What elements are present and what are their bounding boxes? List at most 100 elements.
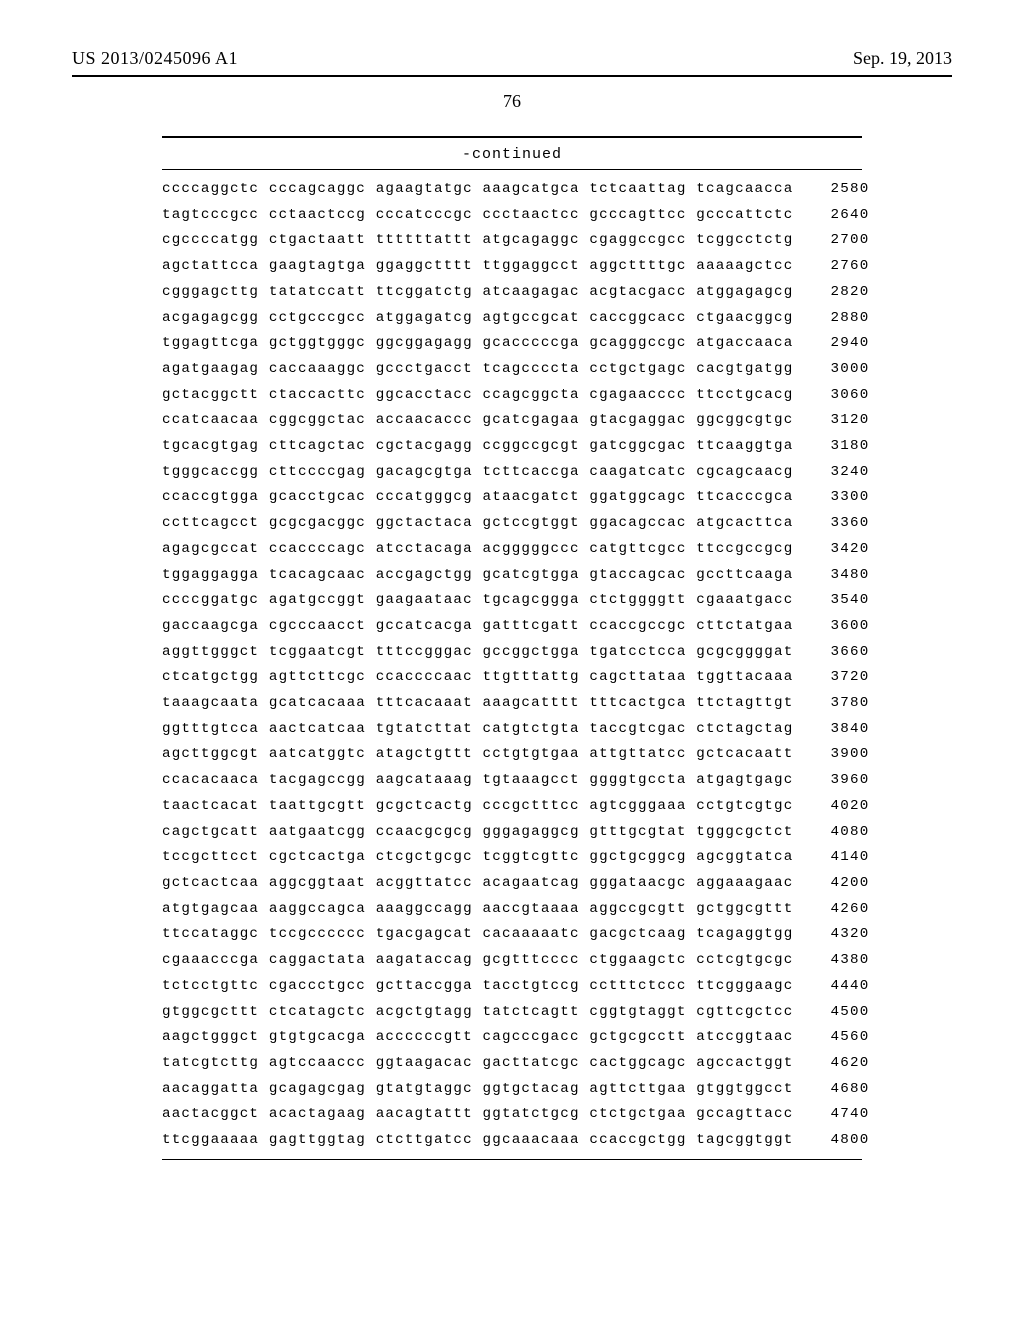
- sequence-position: 4140: [819, 850, 869, 864]
- sequence-row: tccgcttcct cgctcactga ctcgctgcgc tcggtcg…: [162, 850, 862, 864]
- sequence-position: 3600: [819, 619, 869, 633]
- sequence-row: ccaccgtgga gcacctgcac cccatgggcg ataacga…: [162, 490, 862, 504]
- sequence-row: taaagcaata gcatcacaaa tttcacaaat aaagcat…: [162, 696, 862, 710]
- sequence-position: 3480: [819, 568, 869, 582]
- sequence-position: 3240: [819, 465, 869, 479]
- sequence-position: 4380: [819, 953, 869, 967]
- sequence-position: 2820: [819, 285, 869, 299]
- sequence-row: aacaggatta gcagagcgag gtatgtaggc ggtgcta…: [162, 1082, 862, 1096]
- sequence-row: tgggcaccgg cttccccgag gacagcgtga tcttcac…: [162, 465, 862, 479]
- sequence-bases: gtggcgcttt ctcatagctc acgctgtagg tatctca…: [162, 1005, 793, 1019]
- sequence-row: tgcacgtgag cttcagctac cgctacgagg ccggccg…: [162, 439, 862, 453]
- sequence-bases: ccaccgtgga gcacctgcac cccatgggcg ataacga…: [162, 490, 793, 504]
- sequence-row: tctcctgttc cgaccctgcc gcttaccgga tacctgt…: [162, 979, 862, 993]
- sequence-row: agctattcca gaagtagtga ggaggctttt ttggagg…: [162, 259, 862, 273]
- sequence-bottom-rule: [162, 1159, 862, 1160]
- sequence-row: gaccaagcga cgcccaacct gccatcacga gatttcg…: [162, 619, 862, 633]
- sequence-row: ccccggatgc agatgccggt gaagaataac tgcagcg…: [162, 593, 862, 607]
- sequence-row: tggagttcga gctggtgggc ggcggagagg gcacccc…: [162, 336, 862, 350]
- sequence-bases: ccacacaaca tacgagccgg aagcataaag tgtaaag…: [162, 773, 793, 787]
- sequence-bases: tgggcaccgg cttccccgag gacagcgtga tcttcac…: [162, 465, 793, 479]
- sequence-bases: ccccggatgc agatgccggt gaagaataac tgcagcg…: [162, 593, 793, 607]
- sequence-row: ccacacaaca tacgagccgg aagcataaag tgtaaag…: [162, 773, 862, 787]
- sequence-position: 4020: [819, 799, 869, 813]
- sequence-position: 2640: [819, 208, 869, 222]
- sequence-row: atgtgagcaa aaggccagca aaaggccagg aaccgta…: [162, 902, 862, 916]
- sequence-position: 3900: [819, 747, 869, 761]
- sequence-bases: gctacggctt ctaccacttc ggcacctacc ccagcgg…: [162, 388, 793, 402]
- sequence-position: 3060: [819, 388, 869, 402]
- sequence-bases: tgcacgtgag cttcagctac cgctacgagg ccggccg…: [162, 439, 793, 453]
- sequence-position: 3360: [819, 516, 869, 530]
- sequence-bases: gaccaagcga cgcccaacct gccatcacga gatttcg…: [162, 619, 793, 633]
- sequence-row: agcttggcgt aatcatggtc atagctgttt cctgtgt…: [162, 747, 862, 761]
- sequence-position: 3420: [819, 542, 869, 556]
- sequence-row: ccatcaacaa cggcggctac accaacaccc gcatcga…: [162, 413, 862, 427]
- sequence-bases: cgaaacccga caggactata aagataccag gcgtttc…: [162, 953, 793, 967]
- sequence-position: 2880: [819, 311, 869, 325]
- sequence-position: 2760: [819, 259, 869, 273]
- sequence-position: 4800: [819, 1133, 869, 1147]
- sequence-row: cgaaacccga caggactata aagataccag gcgtttc…: [162, 953, 862, 967]
- sequence-position: 3300: [819, 490, 869, 504]
- sequence-row: cagctgcatt aatgaatcgg ccaacgcgcg gggagag…: [162, 825, 862, 839]
- publication-number: US 2013/0245096 A1: [72, 48, 238, 69]
- sequence-row: agatgaagag caccaaaggc gccctgacct tcagccc…: [162, 362, 862, 376]
- sequence-bases: aacaggatta gcagagcgag gtatgtaggc ggtgcta…: [162, 1082, 793, 1096]
- sequence-position: 4260: [819, 902, 869, 916]
- publication-date: Sep. 19, 2013: [853, 48, 952, 69]
- sequence-bases: acgagagcgg cctgcccgcc atggagatcg agtgccg…: [162, 311, 793, 325]
- continued-rule-bottom: [162, 169, 862, 170]
- sequence-bases: cgggagcttg tatatccatt ttcggatctg atcaaga…: [162, 285, 793, 299]
- sequence-position: 2940: [819, 336, 869, 350]
- sequence-row: tatcgtcttg agtccaaccc ggtaagacac gacttat…: [162, 1056, 862, 1070]
- sequence-bases: tggaggagga tcacagcaac accgagctgg gcatcgt…: [162, 568, 793, 582]
- sequence-bases: ctcatgctgg agttcttcgc ccaccccaac ttgttta…: [162, 670, 793, 684]
- sequence-row: aagctgggct gtgtgcacga accccccgtt cagcccg…: [162, 1030, 862, 1044]
- sequence-bases: tagtcccgcc cctaactccg cccatcccgc ccctaac…: [162, 208, 793, 222]
- header-rule: [72, 75, 952, 77]
- sequence-position: 4440: [819, 979, 869, 993]
- sequence-row: cgggagcttg tatatccatt ttcggatctg atcaaga…: [162, 285, 862, 299]
- sequence-bases: agctattcca gaagtagtga ggaggctttt ttggagg…: [162, 259, 793, 273]
- sequence-position: 4200: [819, 876, 869, 890]
- page-number: 76: [72, 91, 952, 112]
- sequence-bases: taactcacat taattgcgtt gcgctcactg cccgctt…: [162, 799, 793, 813]
- sequence-row: ctcatgctgg agttcttcgc ccaccccaac ttgttta…: [162, 670, 862, 684]
- sequence-position: 3180: [819, 439, 869, 453]
- sequence-row: gctcactcaa aggcggtaat acggttatcc acagaat…: [162, 876, 862, 890]
- sequence-row: tggaggagga tcacagcaac accgagctgg gcatcgt…: [162, 568, 862, 582]
- sequence-listing: ccccaggctc cccagcaggc agaagtatgc aaagcat…: [162, 182, 862, 1147]
- sequence-bases: ccttcagcct gcgcgacggc ggctactaca gctccgt…: [162, 516, 793, 530]
- sequence-position: 2700: [819, 233, 869, 247]
- sequence-bases: aagctgggct gtgtgcacga accccccgtt cagcccg…: [162, 1030, 793, 1044]
- sequence-bases: ccccaggctc cccagcaggc agaagtatgc aaagcat…: [162, 182, 793, 196]
- sequence-bases: ttcggaaaaa gagttggtag ctcttgatcc ggcaaac…: [162, 1133, 793, 1147]
- sequence-row: gctacggctt ctaccacttc ggcacctacc ccagcgg…: [162, 388, 862, 402]
- sequence-position: 4740: [819, 1107, 869, 1121]
- sequence-row: acgagagcgg cctgcccgcc atggagatcg agtgccg…: [162, 311, 862, 325]
- sequence-bases: cgccccatgg ctgactaatt ttttttattt atgcaga…: [162, 233, 793, 247]
- sequence-position: 3000: [819, 362, 869, 376]
- continued-block: -continued: [162, 136, 862, 170]
- sequence-position: 3720: [819, 670, 869, 684]
- sequence-row: gtggcgcttt ctcatagctc acgctgtagg tatctca…: [162, 1005, 862, 1019]
- sequence-position: 3840: [819, 722, 869, 736]
- continued-rule-top: [162, 136, 862, 138]
- sequence-row: agagcgccat ccaccccagc atcctacaga acggggg…: [162, 542, 862, 556]
- sequence-row: cgccccatgg ctgactaatt ttttttattt atgcaga…: [162, 233, 862, 247]
- sequence-bases: ccatcaacaa cggcggctac accaacaccc gcatcga…: [162, 413, 793, 427]
- sequence-bases: cagctgcatt aatgaatcgg ccaacgcgcg gggagag…: [162, 825, 793, 839]
- sequence-row: tagtcccgcc cctaactccg cccatcccgc ccctaac…: [162, 208, 862, 222]
- sequence-bases: gctcactcaa aggcggtaat acggttatcc acagaat…: [162, 876, 793, 890]
- sequence-position: 4620: [819, 1056, 869, 1070]
- sequence-position: 3780: [819, 696, 869, 710]
- sequence-bases: ttccataggc tccgcccccc tgacgagcat cacaaaa…: [162, 927, 793, 941]
- continued-label: -continued: [162, 146, 862, 163]
- sequence-bases: agatgaagag caccaaaggc gccctgacct tcagccc…: [162, 362, 793, 376]
- sequence-position: 4320: [819, 927, 869, 941]
- sequence-row: aggttgggct tcggaatcgt tttccgggac gccggct…: [162, 645, 862, 659]
- sequence-bases: tggagttcga gctggtgggc ggcggagagg gcacccc…: [162, 336, 793, 350]
- sequence-position: 4080: [819, 825, 869, 839]
- sequence-row: ccccaggctc cccagcaggc agaagtatgc aaagcat…: [162, 182, 862, 196]
